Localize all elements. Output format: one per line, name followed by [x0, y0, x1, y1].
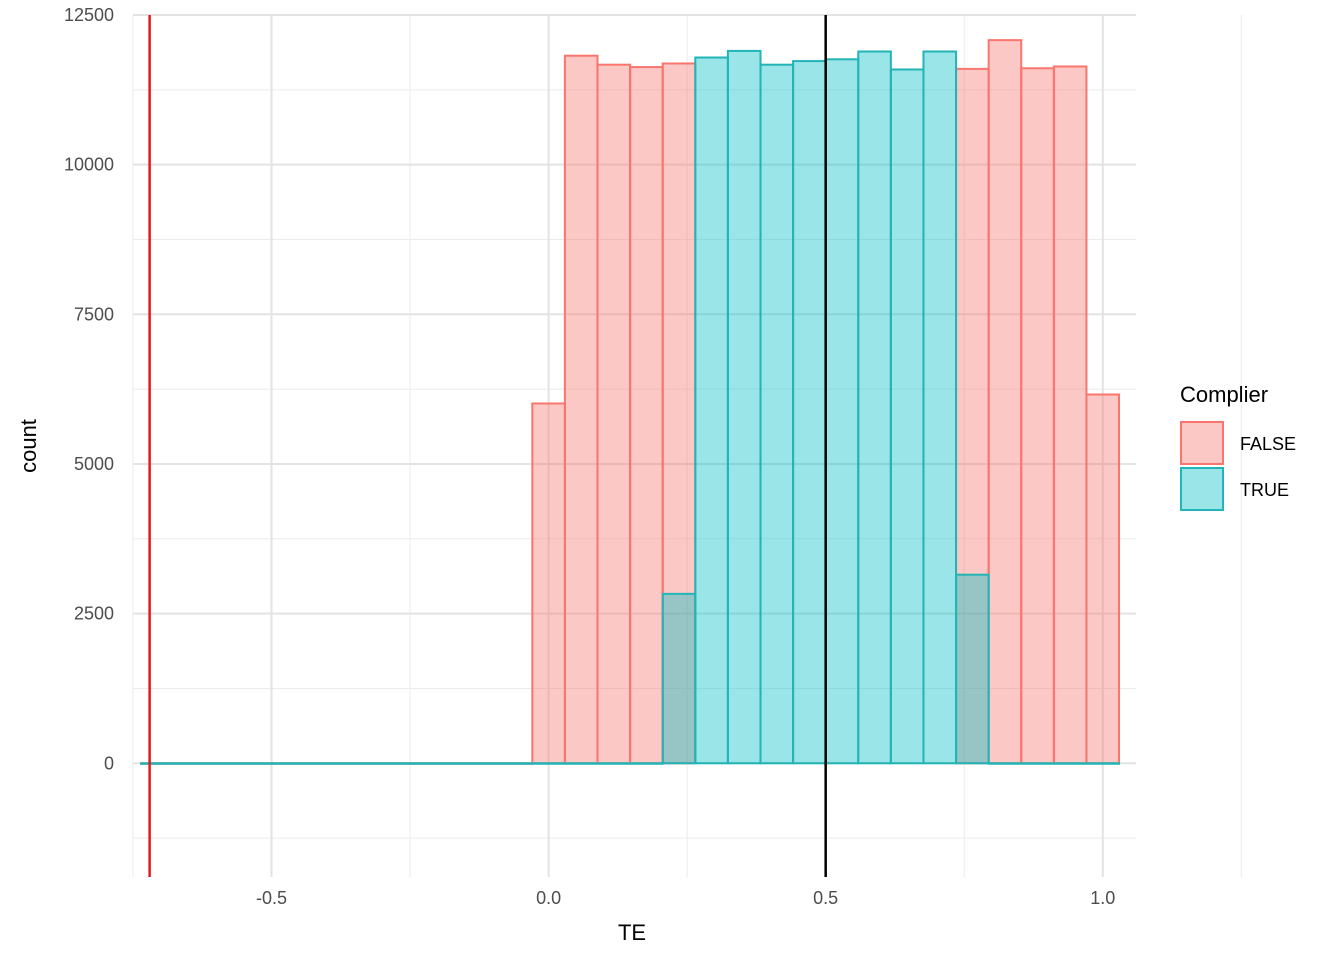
histogram-bar-true	[987, 762, 1121, 765]
histogram-bar-false	[629, 66, 664, 765]
histogram-bar-true	[824, 58, 860, 765]
histogram-bar-true	[955, 573, 990, 765]
x-tick-label: 0.0	[536, 888, 561, 908]
legend-key-true	[1180, 467, 1224, 511]
legend-key-false	[1180, 421, 1224, 465]
y-tick-label: 12500	[64, 5, 114, 25]
histogram-bar-true	[792, 60, 827, 765]
histogram-bar-false	[596, 63, 632, 765]
legend-label-true: TRUE	[1240, 480, 1289, 500]
x-tick-label: -0.5	[256, 888, 287, 908]
x-tick-label: 1.0	[1090, 888, 1115, 908]
histogram-bar-false	[1085, 393, 1121, 765]
reference-lines	[148, 15, 827, 877]
histogram-bar-false	[563, 54, 599, 765]
y-tick-label: 5000	[74, 454, 114, 474]
y-tick-label: 7500	[74, 304, 114, 324]
x-axis-title: TE	[618, 920, 646, 945]
histogram-bar-true	[694, 56, 729, 765]
tick-labels: -0.5 0.0 0.5 1.0 0 2500 5000 7500 10000 12500	[64, 5, 1115, 908]
x-tick-label: 0.5	[813, 888, 838, 908]
histogram-bar-false	[1052, 65, 1088, 765]
histogram-bar-true	[661, 592, 697, 765]
histogram-bar-true	[140, 762, 664, 765]
histogram-bar-true	[889, 68, 925, 765]
legend-label-false: FALSE	[1240, 434, 1296, 454]
y-tick-label: 10000	[64, 155, 114, 175]
y-tick-label: 2500	[74, 604, 114, 624]
y-tick-label: 0	[104, 753, 114, 773]
histogram-bars	[140, 39, 1121, 765]
histogram-bar-true	[857, 50, 892, 765]
histogram-bar-false	[531, 402, 566, 765]
histogram-bar-false	[987, 39, 1023, 765]
legend-title: Complier	[1180, 382, 1268, 407]
histogram-bar-true	[922, 50, 958, 765]
legend: Complier FALSE TRUE	[1180, 382, 1296, 511]
histogram-bar-true	[726, 49, 762, 765]
histogram-bar-false	[1020, 67, 1055, 765]
histogram-bar-true	[759, 63, 795, 765]
y-axis-title: count	[16, 419, 41, 473]
